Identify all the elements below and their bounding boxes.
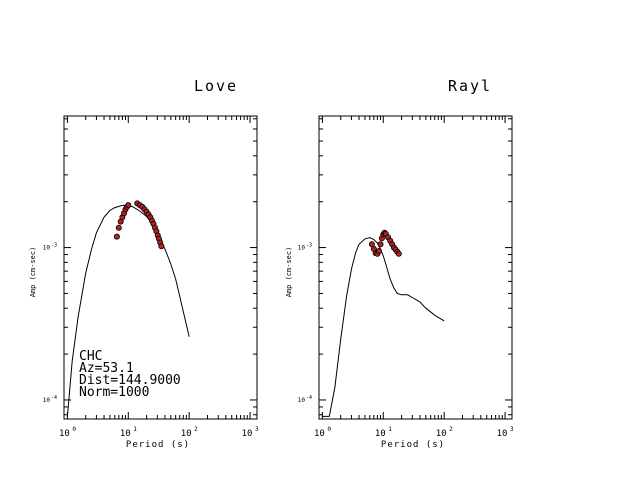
rayl-title: Rayl bbox=[448, 77, 492, 95]
x-tick-label: 10 0 bbox=[59, 426, 76, 439]
y-tick-label: 10 -3 bbox=[298, 243, 312, 252]
rayl-x-axis-label: Period (s) bbox=[381, 440, 445, 450]
svg-text:-3: -3 bbox=[51, 243, 57, 249]
x-tick-label: 10 2 bbox=[181, 426, 198, 439]
svg-text:-3: -3 bbox=[306, 243, 312, 249]
observed-point bbox=[377, 241, 384, 248]
x-tick-label: 10 2 bbox=[436, 426, 453, 439]
y-tick-label: 10 -4 bbox=[43, 395, 57, 404]
svg-text:10: 10 bbox=[375, 429, 386, 439]
svg-text:10: 10 bbox=[298, 245, 306, 252]
x-tick-label: 10 1 bbox=[120, 426, 137, 439]
svg-text:0: 0 bbox=[327, 426, 331, 433]
rayl-tick-labels: 10 0 10 1 10 2 10 310 -410 -3 bbox=[298, 243, 514, 439]
svg-text:2: 2 bbox=[194, 426, 198, 433]
x-tick-label: 10 1 bbox=[375, 426, 392, 439]
love-x-axis-label: Period (s) bbox=[126, 440, 190, 450]
love-y-axis-label: Amp (cm-sec) bbox=[29, 247, 37, 298]
love-plot-frame bbox=[63, 115, 258, 420]
love-tick-marks bbox=[64, 116, 257, 419]
rayl-theory-curve bbox=[322, 237, 445, 417]
observed-point bbox=[395, 250, 402, 257]
svg-text:3: 3 bbox=[510, 426, 514, 433]
y-tick-label: 10 -4 bbox=[298, 395, 312, 404]
y-tick-label: 10 -3 bbox=[43, 243, 57, 252]
svg-text:1: 1 bbox=[388, 426, 392, 433]
svg-text:3: 3 bbox=[255, 426, 259, 433]
observed-point bbox=[158, 243, 165, 250]
svg-text:2: 2 bbox=[449, 426, 453, 433]
love-observed-points bbox=[113, 200, 165, 250]
station-annotation: CHC bbox=[79, 349, 102, 364]
azimuth-annotation: Az=53.1 bbox=[79, 361, 134, 376]
norm-annotation: Norm=1000 bbox=[79, 385, 149, 400]
distance-annotation: Dist=144.9000 bbox=[79, 373, 181, 388]
svg-text:1: 1 bbox=[133, 426, 137, 433]
svg-text:10: 10 bbox=[497, 429, 508, 439]
svg-text:0: 0 bbox=[72, 426, 76, 433]
rayl-plot-frame bbox=[318, 115, 513, 420]
observed-point bbox=[113, 233, 120, 240]
svg-text:10: 10 bbox=[314, 429, 325, 439]
observed-point bbox=[125, 202, 132, 209]
love-title: Love bbox=[194, 77, 238, 95]
svg-text:-4: -4 bbox=[51, 395, 57, 401]
svg-text:-4: -4 bbox=[306, 395, 312, 401]
x-tick-label: 10 3 bbox=[497, 426, 514, 439]
rayl-tick-marks bbox=[319, 116, 512, 419]
svg-text:10: 10 bbox=[436, 429, 447, 439]
rayl-y-axis-label: Amp (cm-sec) bbox=[285, 247, 293, 298]
svg-text:10: 10 bbox=[43, 245, 51, 252]
love-panel: Love 10 0 10 1 10 2 10 310 -410 -3 Period (s) Amp… bbox=[29, 77, 259, 450]
rayl-observed-points bbox=[368, 229, 402, 257]
svg-text:10: 10 bbox=[120, 429, 131, 439]
observed-point bbox=[115, 224, 122, 231]
x-tick-label: 10 3 bbox=[242, 426, 259, 439]
svg-text:10: 10 bbox=[181, 429, 192, 439]
svg-text:10: 10 bbox=[43, 397, 51, 404]
svg-text:10: 10 bbox=[59, 429, 70, 439]
x-tick-label: 10 0 bbox=[314, 426, 331, 439]
svg-text:10: 10 bbox=[298, 397, 306, 404]
rayl-panel: Rayl 10 0 10 1 10 2 10 310 -410 -3 Period (s) Amp… bbox=[285, 77, 514, 450]
love-tick-labels: 10 0 10 1 10 2 10 310 -410 -3 bbox=[43, 243, 259, 439]
observed-point bbox=[375, 247, 382, 254]
svg-text:10: 10 bbox=[242, 429, 253, 439]
